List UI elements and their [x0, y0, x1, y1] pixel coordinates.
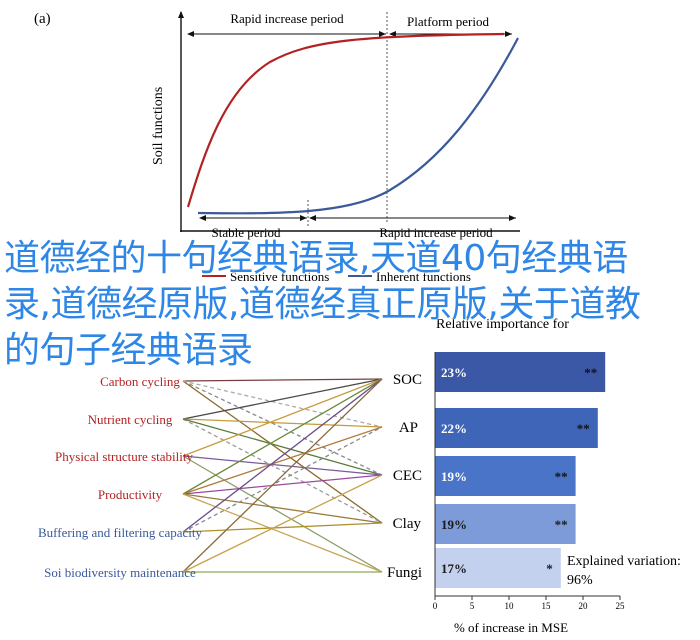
bar-significance-label: ** [555, 517, 568, 532]
network-link [182, 380, 383, 476]
bar-value-label: 23% [441, 365, 467, 380]
bar [435, 548, 561, 588]
inherent-functions-curve [197, 37, 519, 215]
bar-x-label: % of increase in MSE [454, 620, 568, 635]
property-labels: SOC AP CEC Clay Fungi [387, 372, 422, 581]
bar-x-tick-label: 20 [579, 601, 589, 611]
network-link [182, 418, 383, 428]
function-buffering: Buffering and filtering capacity [38, 525, 203, 540]
panel-a-label: (a) [34, 11, 51, 27]
bar-significance-label: ** [577, 421, 590, 436]
bar [435, 352, 606, 392]
explained-variation-label: Explained variation: [567, 554, 681, 569]
top-period-2: Platform period [407, 14, 489, 29]
property-ap: AP [399, 420, 418, 436]
bar [435, 504, 576, 544]
network-link [182, 378, 383, 495]
network-link [182, 474, 383, 495]
function-labels: Carbon cycling Nutrient cycling Physical… [38, 374, 203, 580]
bar-significance-label: ** [584, 365, 597, 380]
network-link [182, 493, 383, 524]
network-link [182, 426, 383, 495]
top-period-1: Rapid increase period [230, 11, 344, 26]
bar-x-tick-label: 15 [542, 601, 552, 611]
network-link [182, 426, 383, 533]
legend-inherent: Inherent functions [376, 269, 471, 284]
explained-variation-value: 96% [567, 573, 593, 588]
bar-x-ticks: 0 5 10 15 20 25 [433, 596, 625, 611]
network-link [182, 455, 383, 573]
network-link [182, 418, 383, 524]
network-link [182, 380, 383, 428]
network-link [182, 378, 383, 420]
property-cec: CEC [393, 468, 422, 484]
sensitive-functions-curve [186, 32, 505, 208]
network-link [182, 455, 383, 476]
function-carbon-cycling: Carbon cycling [100, 374, 180, 389]
network-links [182, 378, 383, 573]
bottom-period-1: Stable period [212, 225, 281, 240]
network-link [182, 378, 383, 457]
property-soc: SOC [393, 372, 422, 388]
function-nutrient-cycling: Nutrient cycling [88, 412, 173, 427]
bottom-period-2: Rapid increase period [379, 225, 493, 240]
bar-x-tick-label: 0 [433, 601, 438, 611]
function-productivity: Productivity [98, 487, 163, 502]
panel-a-ylabel: Soil functions [151, 87, 166, 165]
bar-x-tick-label: 10 [505, 601, 515, 611]
network-link [182, 474, 383, 573]
bar-x-tick-label: 5 [470, 601, 475, 611]
bar-value-label: 19% [441, 517, 467, 532]
bar-significance-label: * [546, 561, 553, 576]
legend-sensitive: Sensitive functions [230, 269, 329, 284]
bar-value-label: 17% [441, 561, 467, 576]
bar-value-label: 19% [441, 469, 467, 484]
network-link [182, 378, 383, 533]
network-link [182, 493, 383, 573]
bar-significance-label: ** [555, 469, 568, 484]
bar [435, 456, 576, 496]
network-link [182, 522, 383, 533]
bar [435, 408, 598, 448]
network-link [182, 378, 383, 382]
property-fungi: Fungi [387, 565, 422, 581]
network-link [182, 418, 383, 476]
network-link [182, 378, 383, 573]
bar-value-label: 22% [441, 421, 467, 436]
function-physical-structure: Physical structure stability [55, 449, 193, 464]
bar-chart-title: Relative importance for [436, 317, 569, 332]
property-clay: Clay [393, 516, 422, 532]
bar-x-tick-label: 25 [616, 601, 626, 611]
function-biodiversity: Soi biodiversity maintenance [44, 565, 196, 580]
network-link [182, 380, 383, 524]
bar-chart: 23% ** 22% ** 19% ** 19% ** 17% * [435, 352, 606, 588]
